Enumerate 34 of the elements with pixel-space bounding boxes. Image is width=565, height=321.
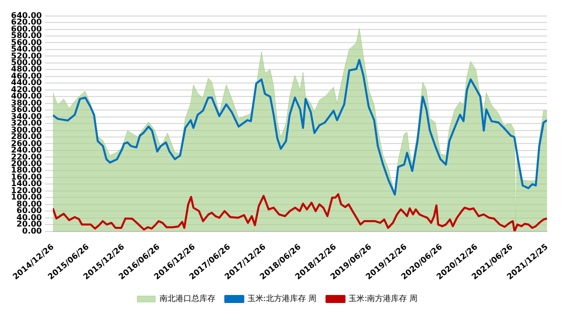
y-tick-label: 280.00 bbox=[10, 132, 42, 142]
y-tick-label: 260.00 bbox=[10, 138, 42, 148]
legend-label: 南北港口总库存 bbox=[159, 294, 216, 304]
y-tick-label: 540.00 bbox=[10, 44, 42, 54]
legend-label: 玉米:北方港库存 周 bbox=[247, 294, 317, 304]
y-tick-label: 520.00 bbox=[10, 51, 42, 60]
y-tick-label: 360.00 bbox=[10, 105, 42, 114]
y-tick-label: 0.00 bbox=[22, 226, 42, 236]
y-tick-label: 140.00 bbox=[10, 179, 42, 188]
y-tick-label: 160.00 bbox=[10, 172, 42, 182]
y-tick-label: 20.00 bbox=[16, 220, 42, 229]
y-tick-label: 480.00 bbox=[10, 64, 42, 74]
y-tick-label: 180.00 bbox=[10, 166, 42, 175]
y-tick-label: 40.00 bbox=[16, 212, 42, 222]
y-tick-label: 440.00 bbox=[10, 78, 42, 88]
legend-label: 玉米:南方港库存 周 bbox=[348, 294, 418, 304]
y-tick-label: 380.00 bbox=[10, 98, 42, 108]
y-tick-label: 220.00 bbox=[10, 152, 42, 162]
y-tick-label: 100.00 bbox=[10, 192, 42, 202]
y-tick-label: 420.00 bbox=[10, 84, 42, 94]
y-tick-label: 560.00 bbox=[10, 38, 42, 47]
y-tick-label: 120.00 bbox=[10, 186, 42, 195]
y-tick-label: 320.00 bbox=[10, 118, 42, 128]
y-tick-label: 400.00 bbox=[10, 92, 42, 101]
y-tick-label: 60.00 bbox=[16, 206, 42, 216]
y-tick-label: 300.00 bbox=[10, 125, 42, 134]
y-tick-label: 80.00 bbox=[16, 199, 42, 208]
y-tick-label: 340.00 bbox=[10, 112, 42, 121]
y-tick-label: 240.00 bbox=[10, 146, 42, 155]
y-tick-label: 600.00 bbox=[10, 24, 42, 34]
y-tick-label: 460.00 bbox=[10, 71, 42, 80]
y-tick-label: 620.00 bbox=[10, 18, 42, 27]
y-tick-label: 580.00 bbox=[10, 31, 42, 40]
y-tick-label: 640.00 bbox=[10, 10, 42, 20]
